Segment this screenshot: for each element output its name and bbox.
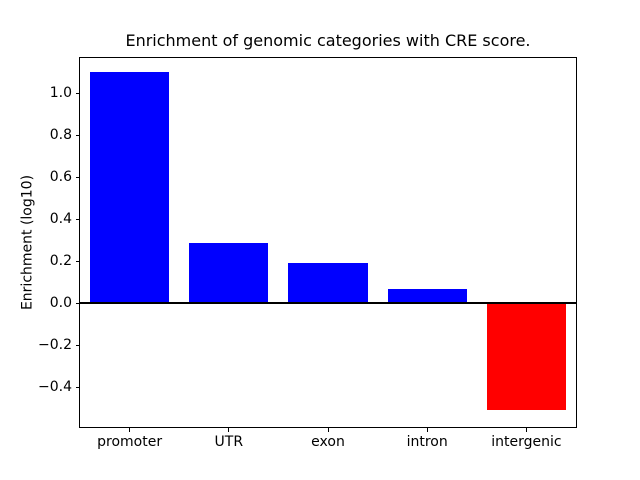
y-tick-label: −0.2 <box>38 336 72 353</box>
x-tick-label-intron: intron <box>406 434 448 450</box>
plot-area <box>79 57 577 428</box>
bar-exon <box>288 263 368 304</box>
x-tick-label-UTR: UTR <box>214 434 244 450</box>
y-tick-label: 0.8 <box>49 126 72 143</box>
x-tick-mark <box>228 428 230 432</box>
bar-UTR <box>189 242 269 304</box>
x-tick-mark <box>426 428 428 432</box>
y-axis-label: Enrichment (log10) <box>19 174 36 311</box>
x-tick-mark <box>327 428 329 432</box>
y-tick-label: 1.0 <box>49 84 72 101</box>
bar-intron <box>387 288 467 304</box>
bar-intergenic <box>486 303 567 411</box>
y-tick-label: −0.4 <box>38 378 72 395</box>
y-tick-mark <box>76 344 80 346</box>
y-tick-label: 0.6 <box>49 168 72 185</box>
chart-title: Enrichment of genomic categories with CR… <box>125 31 531 50</box>
y-tick-mark <box>76 302 80 304</box>
y-tick-mark <box>76 386 80 388</box>
y-tick-label: 0.2 <box>49 252 72 269</box>
bar-promoter <box>89 72 170 304</box>
x-tick-label-exon: exon <box>311 434 345 450</box>
y-tick-mark <box>76 218 80 220</box>
y-tick-mark <box>76 260 80 262</box>
y-tick-label: 0.0 <box>49 294 72 311</box>
y-tick-mark <box>76 134 80 136</box>
y-tick-label: 0.4 <box>49 210 72 227</box>
x-tick-mark <box>525 428 527 432</box>
y-tick-mark <box>76 176 80 178</box>
x-tick-label-intergenic: intergenic <box>491 434 562 450</box>
zero-line <box>80 302 576 305</box>
y-tick-mark <box>76 92 80 94</box>
x-tick-mark <box>129 428 131 432</box>
x-tick-label-promoter: promoter <box>97 434 163 450</box>
